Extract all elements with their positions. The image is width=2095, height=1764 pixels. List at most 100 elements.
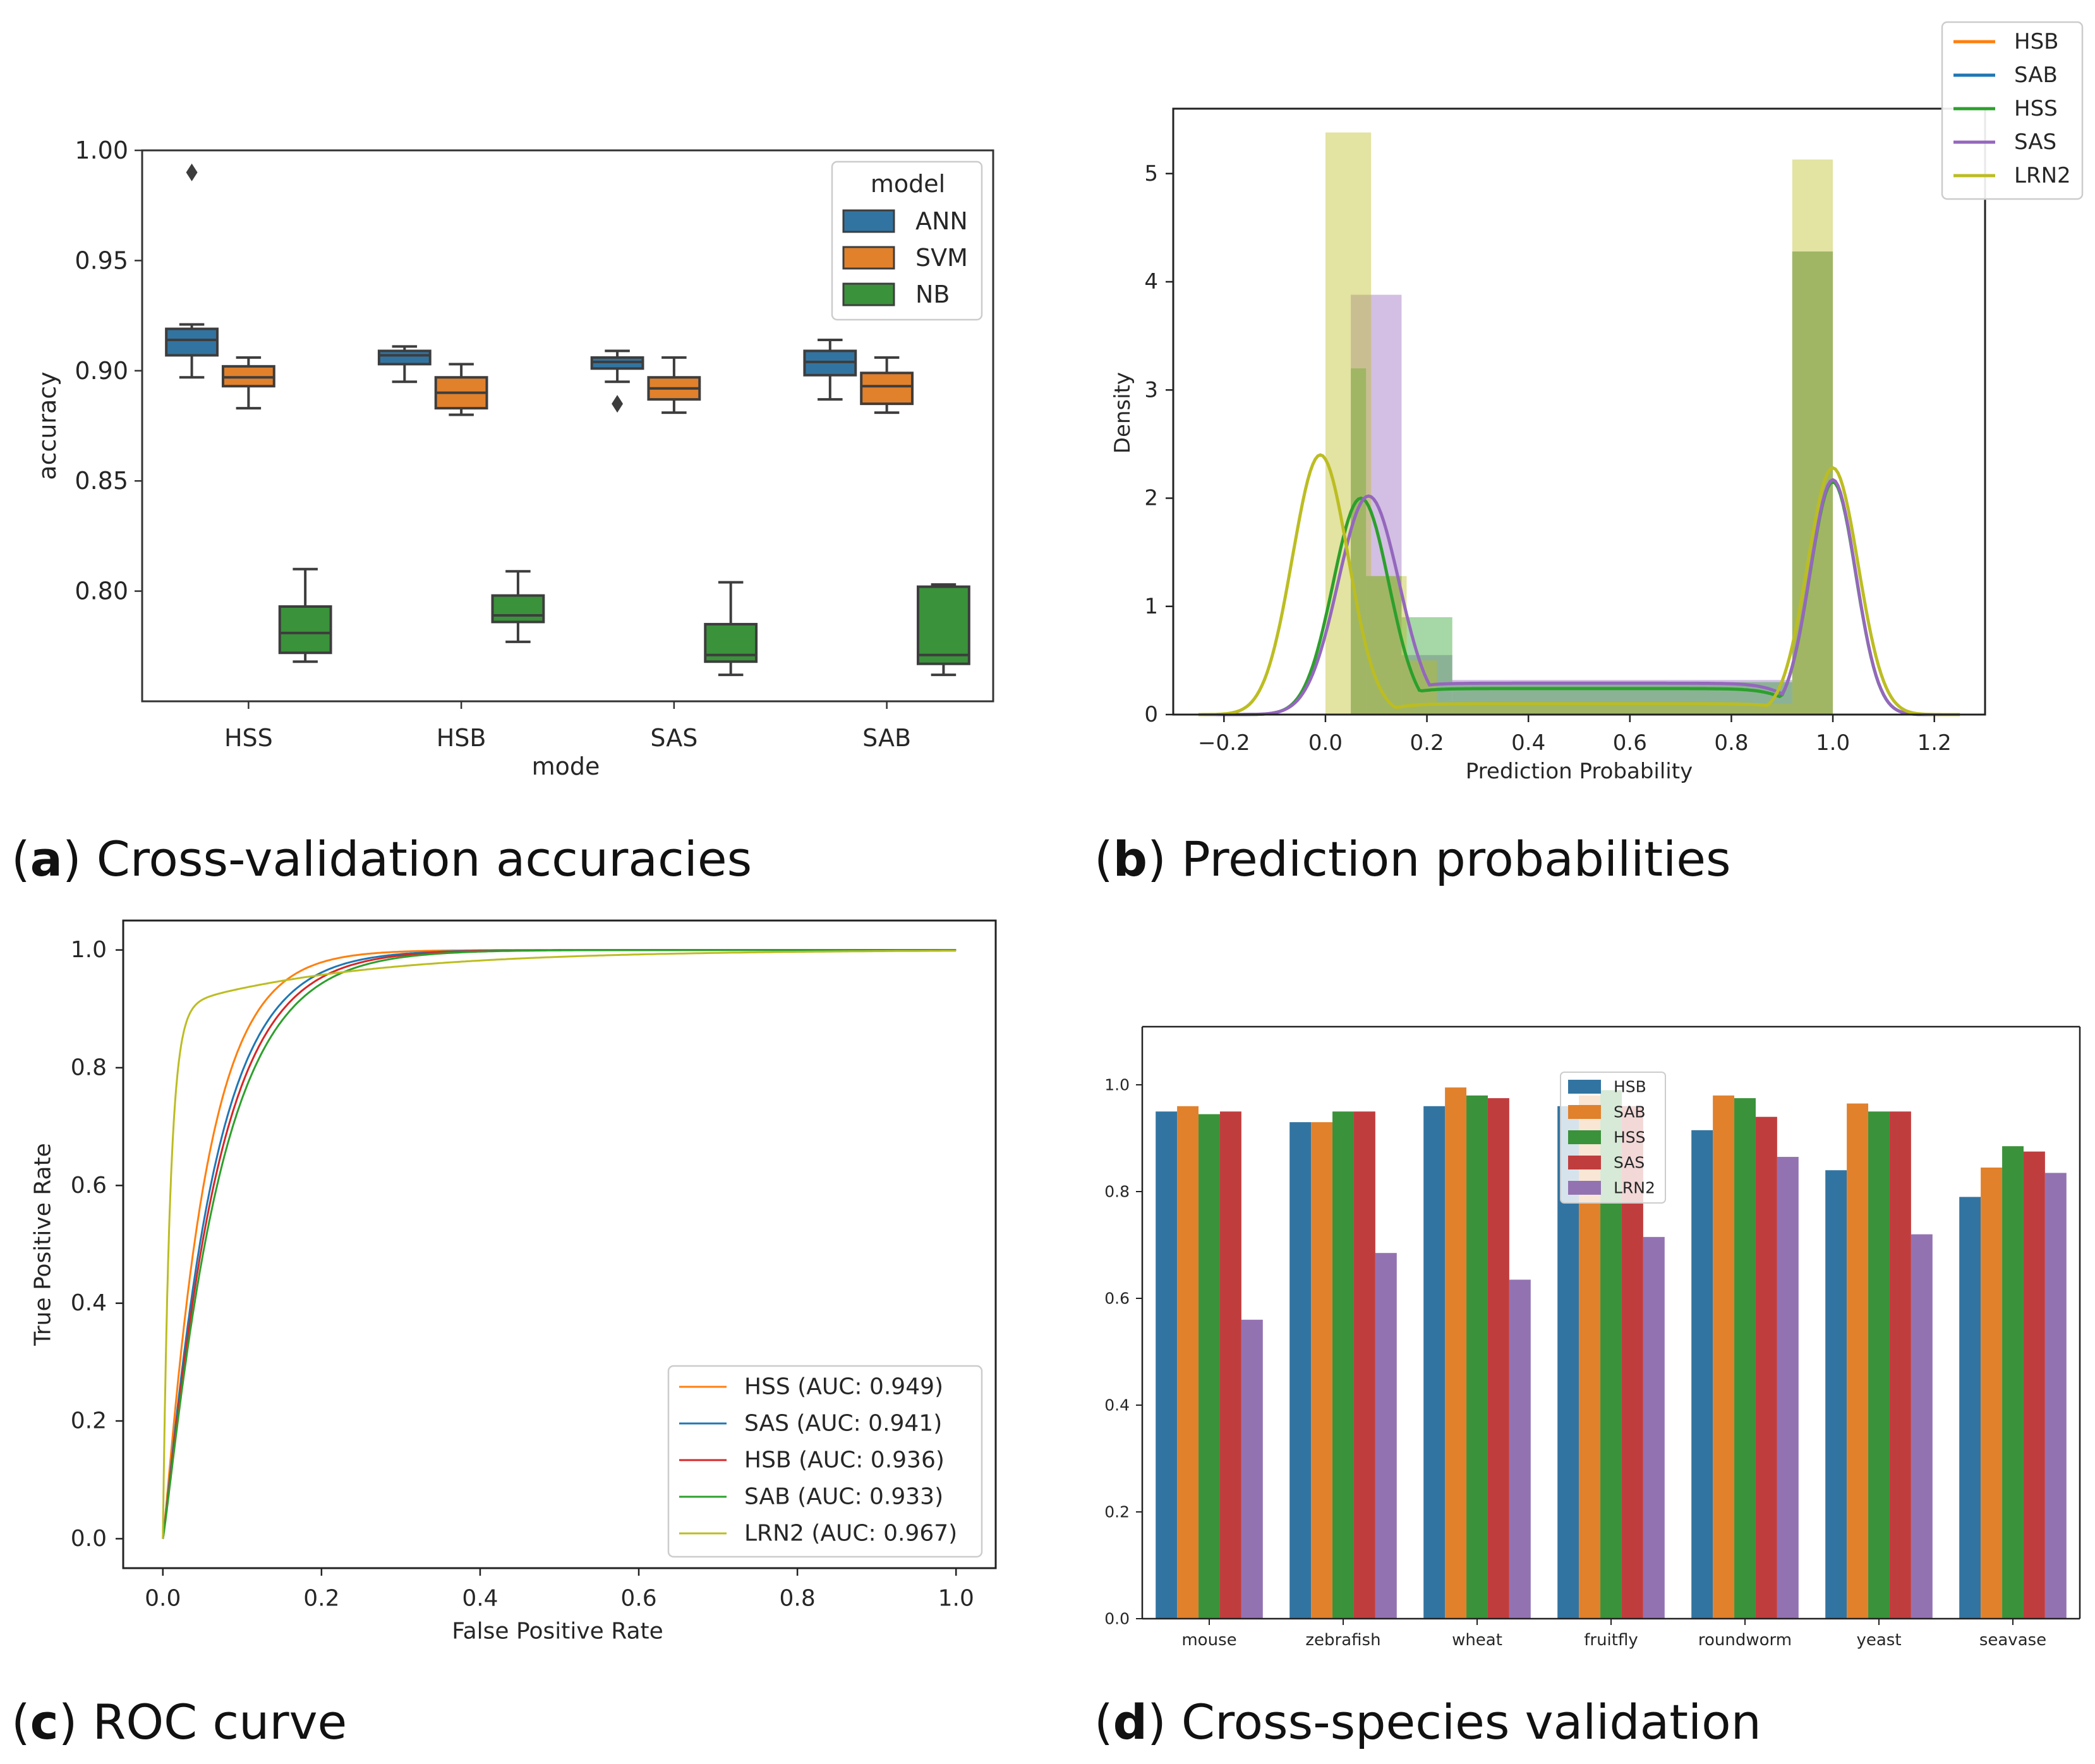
bar-lrn2-wheat [1509, 1279, 1531, 1619]
caption-letter: a [30, 831, 63, 887]
hist-bar-hss [1351, 368, 1367, 715]
bar-sas-mouse [1219, 1111, 1241, 1619]
legend-label: SAB (AUC: 0.933) [744, 1484, 943, 1510]
kde-line-lrn2 [1198, 453, 1960, 716]
legend-frame [667, 1365, 983, 1558]
x-tick-label: mouse [1181, 1631, 1236, 1650]
bar-hss-seavase [2002, 1146, 2024, 1619]
plot-frame [122, 919, 997, 1569]
y-tick-label: 0.95 [75, 246, 128, 274]
y-tick-label: 5 [1144, 161, 1158, 186]
outlier [186, 163, 198, 181]
box-ann-hss [165, 163, 219, 379]
chart-c-roc: 0.0 0.2 0.4 0.6 0.8 1.0 0.0 0.2 0.4 0.6 0.8 1.0 Fals… [30, 919, 997, 1645]
x-tick-label: SAB [862, 724, 911, 752]
x-tick-label: 0.8 [1714, 730, 1748, 756]
chart-a-boxplot: 0.80 0.85 0.90 0.95 1.00 HSS HSB SAS SAB mode accu… [33, 136, 994, 780]
legend-label: NB [915, 281, 950, 308]
hist-bar-hss [1366, 576, 1402, 715]
hist-bar-lrn2 [1792, 159, 1833, 715]
legend-swatch [1568, 1156, 1601, 1169]
y-tick-label: 0.4 [71, 1290, 107, 1316]
legend-frame [1560, 1072, 1666, 1204]
x-tick-label: fruitfly [1584, 1631, 1638, 1650]
box-body [278, 605, 332, 655]
legend-label: SAS [2014, 130, 2056, 155]
legend-label: HSS (AUC: 0.949) [744, 1374, 943, 1400]
x-axis-label: False Positive Rate [452, 1619, 663, 1645]
x-tick-label: 0.0 [145, 1586, 181, 1612]
legend: HSB SAB HSS SAS LRN2 [1560, 1072, 1666, 1204]
x-axis-label: mode [532, 752, 600, 780]
box-body [491, 594, 545, 624]
x-axis-label: Prediction Probability [1466, 759, 1693, 784]
box-body [165, 327, 219, 357]
caption-d: (d) Cross-species validation [1094, 1694, 1761, 1750]
x-tick-label: 0.6 [1613, 730, 1647, 756]
bar-lrn2-yeast [1911, 1234, 1933, 1619]
caption-a: (a) Cross-validation accuracies [11, 831, 752, 887]
bar-sab-zebrafish [1311, 1122, 1333, 1619]
y-tick-label: 0.8 [1104, 1183, 1130, 1201]
bar-hsb-roundworm [1691, 1130, 1713, 1619]
plot-frame [1172, 107, 1986, 716]
bar-hsb-mouse [1156, 1111, 1178, 1619]
legend-swatch [842, 209, 895, 233]
y-axis-label: Density [1110, 372, 1135, 454]
plot-frame [141, 149, 994, 703]
bar-sas-yeast [1889, 1111, 1911, 1619]
chart-d-bars: 0.0 0.2 0.4 0.6 0.8 1.0 mouse zebrafish wheat fru… [1104, 1025, 2081, 1650]
roc-line-lrn2 [162, 950, 957, 1539]
box-body [917, 585, 970, 665]
y-tick-label: 1.0 [1104, 1076, 1130, 1094]
legend-label: HSS [1614, 1128, 1646, 1147]
bar-lrn2-mouse [1241, 1319, 1263, 1619]
legend: HSS (AUC: 0.949) SAS (AUC: 0.941) HSB (AUC… [667, 1365, 983, 1558]
y-tick-label: 4 [1144, 269, 1158, 294]
x-tick-label: 0.4 [1511, 730, 1545, 756]
legend-label: HSB (AUC: 0.936) [744, 1447, 945, 1473]
caption-letter: d [1113, 1694, 1147, 1750]
box-svm-hsb [434, 363, 488, 416]
chart-b-density: −0.2 0.0 0.2 0.4 0.6 0.8 1.0 1.2 0 1 2 3 4 5 Predictio… [1110, 21, 2084, 784]
bar-lrn2-zebrafish [1375, 1253, 1397, 1619]
outlier [612, 395, 624, 413]
x-tick-label: 1.0 [1816, 730, 1850, 756]
kde-line-sas [1198, 478, 1960, 716]
bar-hsb-yeast [1825, 1170, 1847, 1619]
x-tick-label: 0.6 [620, 1586, 656, 1612]
x-tick-label: seavase [1979, 1631, 2046, 1650]
y-tick-label: 0.80 [75, 577, 128, 605]
y-tick-label: 3 [1144, 377, 1158, 402]
y-tick-label: 0.90 [75, 357, 128, 385]
caption-text: ROC curve [77, 1694, 347, 1750]
x-tick-label: yeast [1856, 1631, 1901, 1650]
y-tick-label: 0.4 [1104, 1396, 1130, 1415]
x-tick-label: 0.0 [1308, 730, 1343, 756]
box-nb-hsb [491, 570, 545, 643]
hist-bar-lrn2 [1371, 576, 1407, 715]
legend-label: SAS (AUC: 0.941) [744, 1411, 942, 1437]
legend-label: SAB [2014, 63, 2058, 88]
caption-c: (c) ROC curve [11, 1694, 347, 1750]
box-nb-hss [278, 567, 332, 663]
box-ann-hsb [377, 345, 432, 384]
legend: model ANN SVM NB [831, 160, 983, 321]
x-tick-label: 1.0 [938, 1586, 974, 1612]
bar-sas-zebrafish [1353, 1111, 1375, 1619]
legend-swatch [1568, 1130, 1601, 1144]
caption-letter: c [30, 1694, 59, 1750]
legend-label: LRN2 [2014, 163, 2071, 188]
caption-letter: b [1113, 831, 1147, 887]
box-svm-hss [221, 356, 275, 410]
legend-label: ANN [915, 207, 968, 235]
bar-sas-seavase [2023, 1151, 2045, 1619]
y-tick-label: 1 [1144, 594, 1158, 619]
x-tick-label: 0.4 [462, 1586, 498, 1612]
legend-swatch [842, 282, 895, 306]
bar-hss-yeast [1868, 1111, 1890, 1619]
hist-bar-sas [1452, 680, 1792, 715]
y-tick-label: 0.0 [71, 1526, 107, 1552]
y-tick-label: 0.2 [71, 1408, 107, 1434]
hist-bar-lrn2 [1325, 132, 1372, 715]
